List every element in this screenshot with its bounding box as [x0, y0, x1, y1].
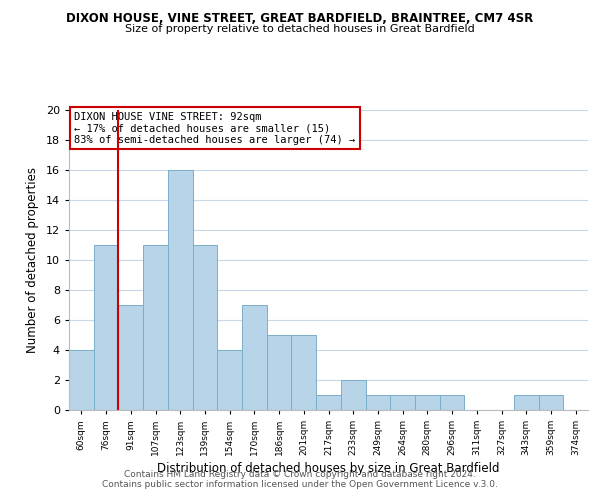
Text: Contains HM Land Registry data © Crown copyright and database right 2024.: Contains HM Land Registry data © Crown c… [124, 470, 476, 479]
Bar [440, 395, 464, 410]
Bar [168, 170, 193, 410]
Bar [69, 350, 94, 410]
Text: Contains public sector information licensed under the Open Government Licence v.: Contains public sector information licen… [102, 480, 498, 489]
Bar [94, 245, 118, 410]
Bar [539, 395, 563, 410]
Y-axis label: Number of detached properties: Number of detached properties [26, 167, 39, 353]
Text: Size of property relative to detached houses in Great Bardfield: Size of property relative to detached ho… [125, 24, 475, 34]
Bar [341, 380, 365, 410]
Text: DIXON HOUSE, VINE STREET, GREAT BARDFIELD, BRAINTREE, CM7 4SR: DIXON HOUSE, VINE STREET, GREAT BARDFIEL… [67, 12, 533, 26]
Bar [242, 305, 267, 410]
Bar [390, 395, 415, 410]
Bar [193, 245, 217, 410]
X-axis label: Distribution of detached houses by size in Great Bardfield: Distribution of detached houses by size … [157, 462, 500, 475]
Bar [118, 305, 143, 410]
Bar [217, 350, 242, 410]
Bar [143, 245, 168, 410]
Bar [267, 335, 292, 410]
Bar [415, 395, 440, 410]
Bar [316, 395, 341, 410]
Bar [514, 395, 539, 410]
Bar [365, 395, 390, 410]
Text: DIXON HOUSE VINE STREET: 92sqm
← 17% of detached houses are smaller (15)
83% of : DIXON HOUSE VINE STREET: 92sqm ← 17% of … [74, 112, 355, 144]
Bar [292, 335, 316, 410]
